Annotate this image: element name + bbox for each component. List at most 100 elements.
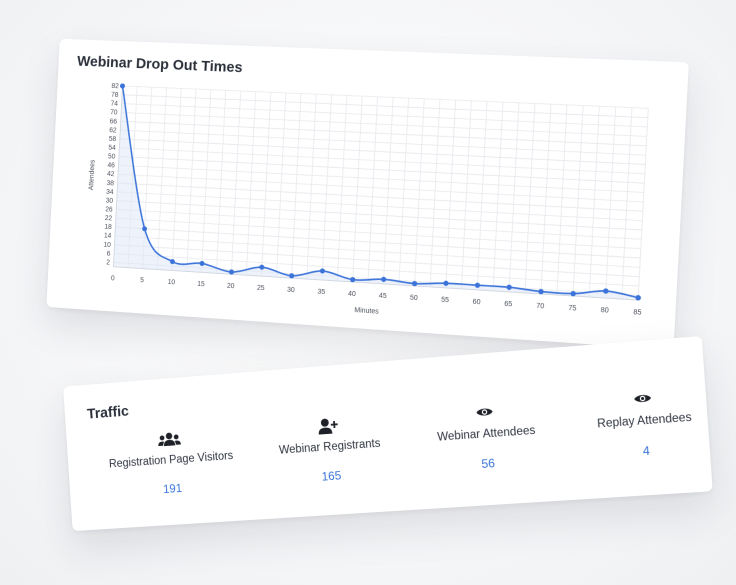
traffic-card: Traffic Registration Page Visitors 191 <box>63 335 713 532</box>
y-tick-label: 82 <box>111 83 119 90</box>
x-tick-label: 5 <box>140 277 144 284</box>
y-tick-label: 6 <box>107 250 111 257</box>
x-axis-title: Minutes <box>354 307 379 316</box>
x-gridline <box>292 94 301 278</box>
y-tick-label: 46 <box>107 162 115 169</box>
y-tick-label: 34 <box>106 189 114 196</box>
webinar-dropout-chart-card: Webinar Drop Out Times 2 6 10 14 18 22 26 30 34 3… <box>46 38 689 351</box>
x-tick-label: 25 <box>257 285 265 293</box>
stat-registration-page-visitors: Registration Page Visitors 191 <box>94 424 249 501</box>
stat-webinar-attendees: Webinar Attendees 56 <box>404 396 570 476</box>
y-gridline <box>123 86 649 108</box>
users-icon <box>94 424 246 454</box>
y-tick-label: 58 <box>109 136 117 143</box>
y-tick-label: 26 <box>105 206 113 213</box>
x-gridline <box>367 96 378 283</box>
x-gridline <box>307 94 317 279</box>
x-tick-label: 35 <box>317 289 325 297</box>
x-tick-label: 15 <box>197 281 205 289</box>
x-gridline <box>430 99 440 286</box>
y-tick-label: 18 <box>104 224 112 231</box>
y-tick-label: 74 <box>110 101 118 108</box>
series-area <box>113 85 649 301</box>
y-tick-label: 70 <box>110 109 118 116</box>
x-gridline <box>276 93 285 277</box>
x-gridline <box>446 100 456 288</box>
y-gridline <box>116 209 641 239</box>
user-plus-icon <box>250 410 407 441</box>
x-tick-label: 85 <box>633 309 642 317</box>
x-gridline <box>187 89 196 271</box>
x-gridline <box>157 88 166 270</box>
y-gridline <box>122 95 648 118</box>
data-point <box>350 277 356 283</box>
stat-webinar-registrants: Webinar Registrants 165 <box>250 410 411 488</box>
y-tick-label: 78 <box>111 92 119 99</box>
x-gridline <box>525 103 535 292</box>
y-tick-label: 2 <box>106 259 110 266</box>
x-tick-label: 40 <box>348 291 356 299</box>
x-gridline <box>622 108 632 299</box>
x-tick-label: 65 <box>504 301 513 309</box>
y-tick-label: 38 <box>106 180 114 187</box>
stat-value: 165 <box>321 468 342 484</box>
x-gridline <box>352 96 363 283</box>
x-tick-label: 45 <box>379 293 387 301</box>
y-tick-label: 50 <box>108 153 116 160</box>
stat-label: Registration Page Visitors <box>108 450 234 471</box>
x-tick-label: 75 <box>568 305 577 313</box>
x-gridline <box>541 104 551 294</box>
x-gridline <box>322 95 332 280</box>
x-gridline <box>399 98 409 285</box>
stat-replay-attendees: Replay Attendees 4 <box>559 382 731 464</box>
x-gridline <box>493 102 503 291</box>
eye-icon <box>404 396 567 428</box>
x-gridline <box>216 90 225 273</box>
x-gridline <box>246 92 255 276</box>
x-gridline <box>383 97 393 283</box>
x-tick-label: 55 <box>441 297 449 305</box>
y-gridline <box>118 183 643 211</box>
x-gridline <box>414 99 424 286</box>
y-gridline <box>117 201 642 230</box>
y-tick-label: 54 <box>108 145 116 152</box>
x-gridline <box>605 107 615 298</box>
y-tick-label: 66 <box>110 118 118 125</box>
x-gridline <box>573 106 583 296</box>
y-gridline <box>115 227 640 258</box>
x-gridline <box>638 108 648 300</box>
y-tick-label: 22 <box>105 215 113 222</box>
data-point <box>259 264 265 270</box>
stat-value: 56 <box>480 456 496 472</box>
y-gridline <box>122 104 648 127</box>
x-gridline <box>557 105 567 295</box>
y-tick-label: 10 <box>103 241 111 248</box>
data-point <box>380 276 387 283</box>
x-gridline <box>477 101 487 289</box>
x-gridline <box>202 90 211 273</box>
x-gridline <box>231 91 240 274</box>
data-point <box>119 83 126 89</box>
x-tick-label: 60 <box>472 299 480 307</box>
data-point <box>319 268 326 274</box>
x-tick-label: 0 <box>111 275 115 282</box>
x-tick-label: 30 <box>287 287 295 295</box>
y-axis-title: Attendees <box>88 159 96 190</box>
x-tick-label: 70 <box>536 303 545 311</box>
y-gridline <box>116 218 641 248</box>
y-tick-label: 30 <box>106 197 114 204</box>
x-gridline <box>337 95 348 282</box>
data-point <box>289 273 295 279</box>
x-tick-label: 50 <box>410 295 418 303</box>
dropout-chart: 2610141822263034384246505458626670747882… <box>88 39 689 317</box>
data-point <box>411 280 418 287</box>
y-tick-label: 14 <box>104 233 112 240</box>
y-tick-label: 42 <box>107 171 115 178</box>
stat-value: 4 <box>642 443 651 459</box>
x-tick-label: 20 <box>227 283 235 291</box>
stat-value: 191 <box>162 481 183 497</box>
x-gridline <box>509 103 519 292</box>
traffic-title: Traffic <box>86 402 130 423</box>
x-tick-label: 10 <box>168 279 176 286</box>
